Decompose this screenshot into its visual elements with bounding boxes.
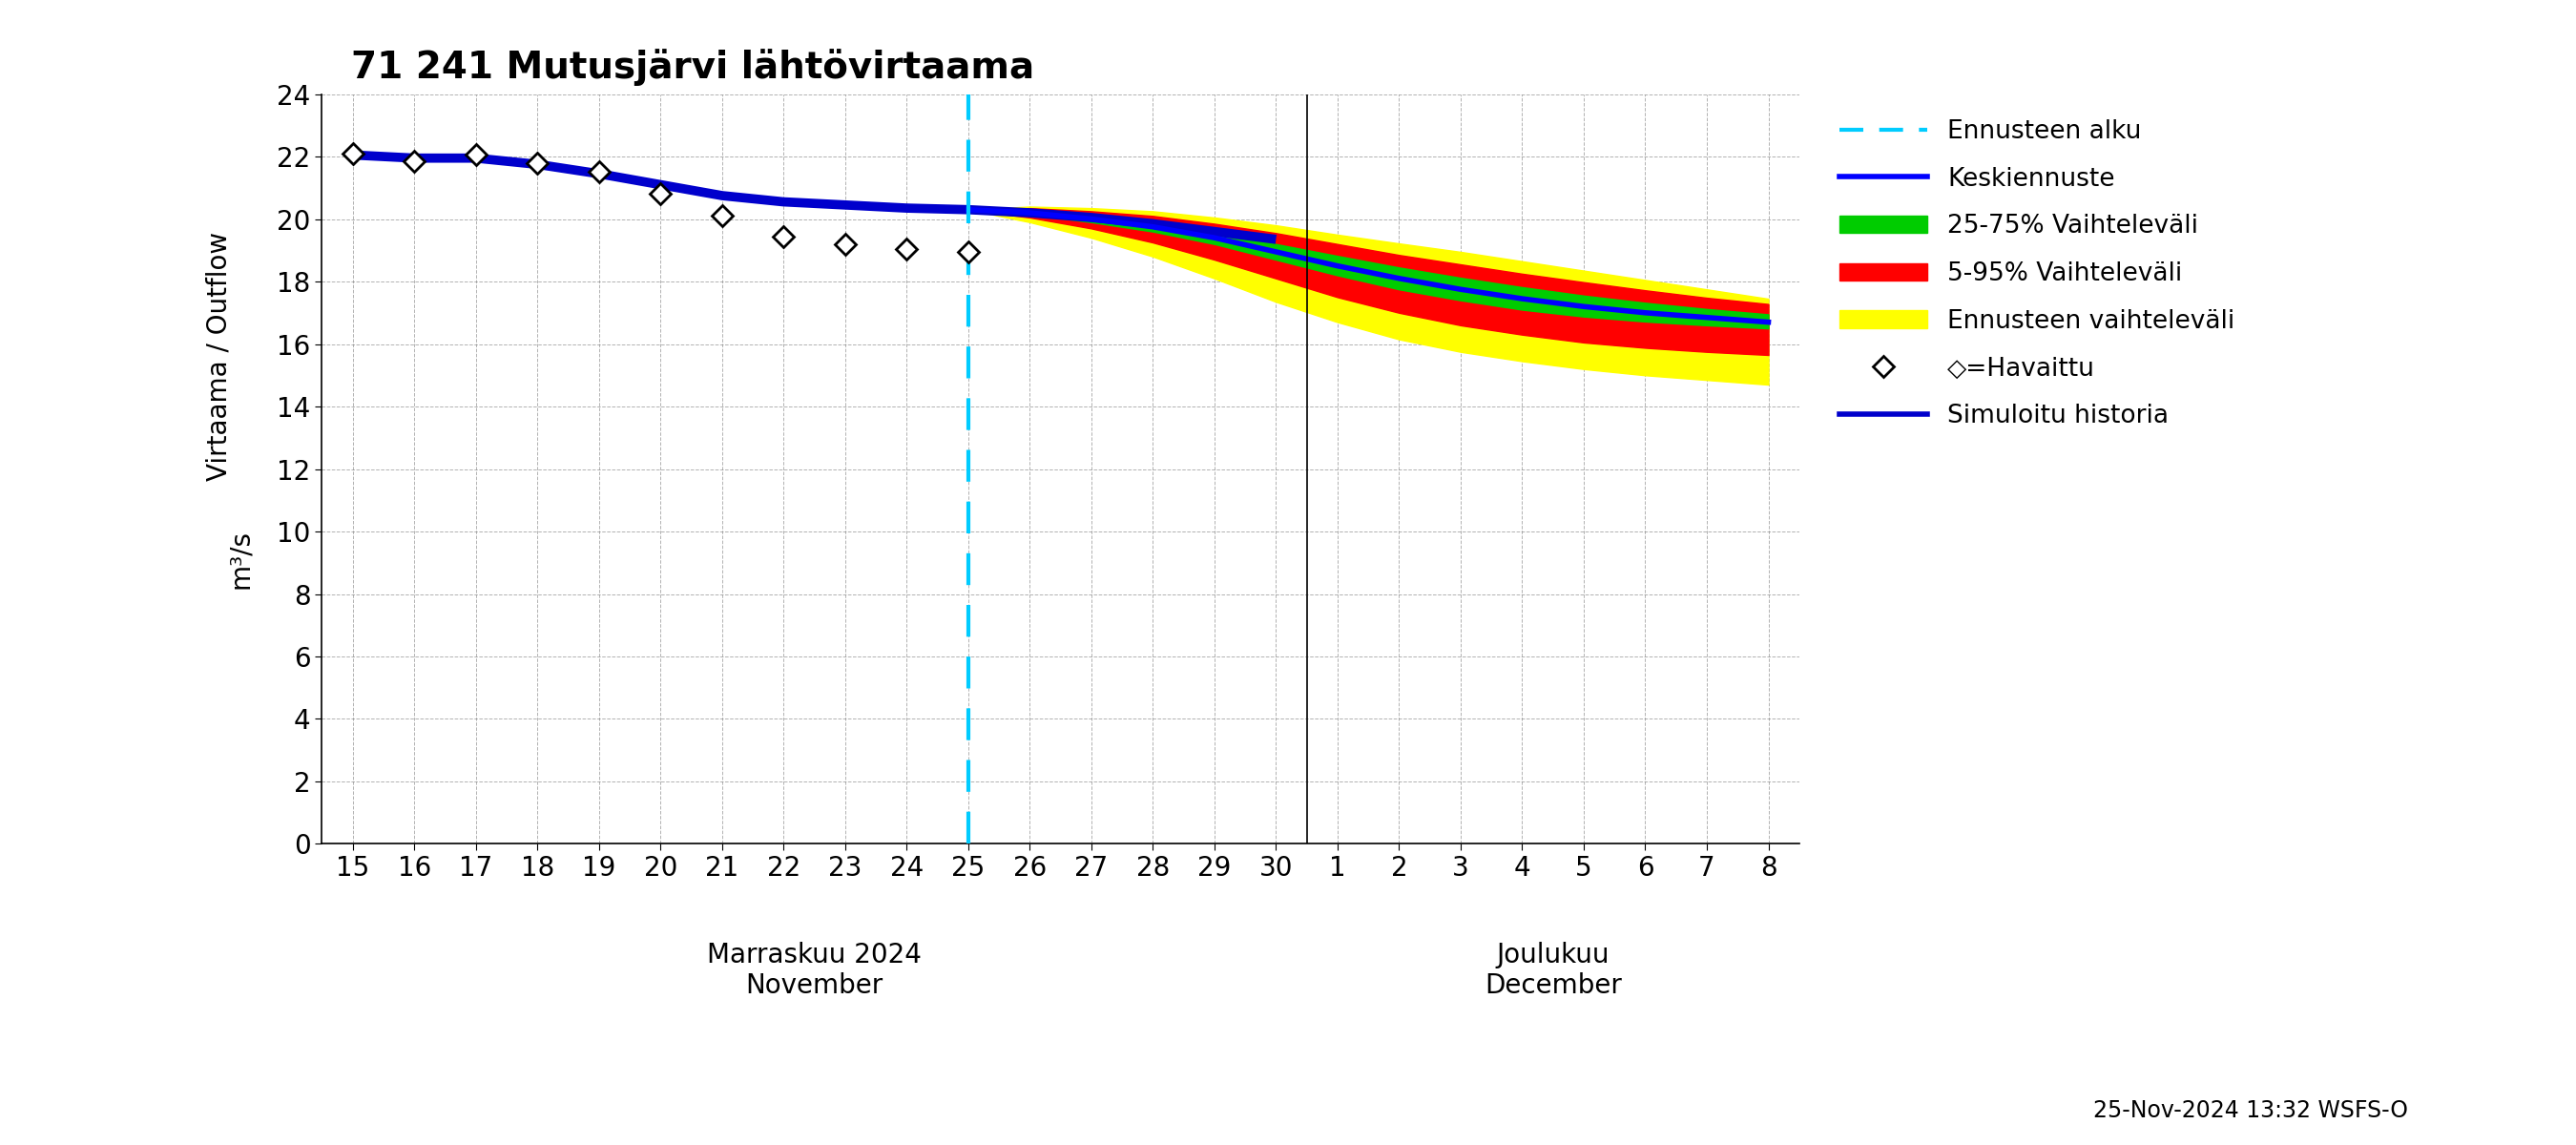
Text: 71 241 Mutusjärvi lähtövirtaama: 71 241 Mutusjärvi lähtövirtaama	[350, 48, 1036, 86]
Text: Marraskuu 2024
November: Marraskuu 2024 November	[706, 941, 922, 1000]
Text: Virtaama / Outflow: Virtaama / Outflow	[206, 232, 232, 481]
Legend: Ennusteen alku, Keskiennuste, 25-75% Vaihteleväli, 5-95% Vaihteleväli, Ennusteen: Ennusteen alku, Keskiennuste, 25-75% Vai…	[1826, 106, 2246, 442]
Text: 25-Nov-2024 13:32 WSFS-O: 25-Nov-2024 13:32 WSFS-O	[2094, 1099, 2409, 1122]
Text: m³/s: m³/s	[227, 529, 255, 589]
Text: Joulukuu
December: Joulukuu December	[1484, 941, 1623, 1000]
